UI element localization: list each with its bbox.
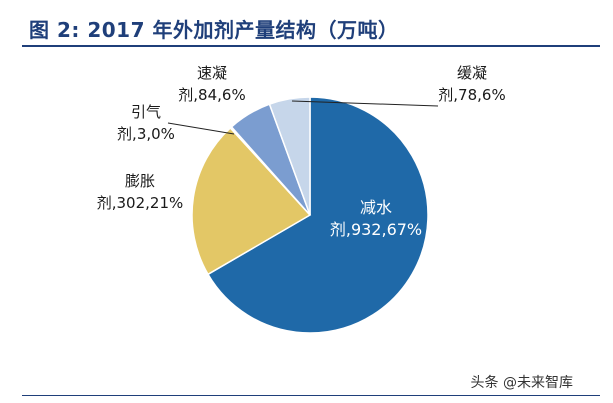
bottom-divider [22,395,600,396]
slice-label-3-line-2: 剂,3,0% [117,125,175,143]
figure-title: 图 2: 2017 年外加剂产量结构（万吨） [29,18,399,42]
pie-slice-1 [206,96,429,334]
watermark: 头条 @未来智库 [470,375,573,391]
slice-label-3-line-1: 引气 [131,103,161,121]
slice-label-4-line-1: 速凝 [197,64,227,82]
leader-line-5 [291,100,439,107]
slice-label-4-line-2: 剂,84,6% [178,86,245,104]
slice-label-1-line-2: 剂,932,67% [330,220,422,239]
title-divider [22,45,600,47]
slice-label-5-line-1: 缓凝 [457,64,487,82]
pie-chart: 减水剂,932,67% 膨胀剂,302,21% 引气剂,3,0% 速凝剂,84,6% 缓… [97,64,506,334]
slice-label-2-line-2: 剂,302,21% [97,194,184,212]
slice-label-2-line-1: 膨胀 [125,172,155,190]
slice-label-5-line-2: 剂,78,6% [438,86,505,104]
pie-slice-5 [268,96,311,216]
slice-label-1-line-1: 减水 [360,198,392,217]
leader-line-3 [167,122,235,135]
pie-slice-2 [191,126,312,276]
